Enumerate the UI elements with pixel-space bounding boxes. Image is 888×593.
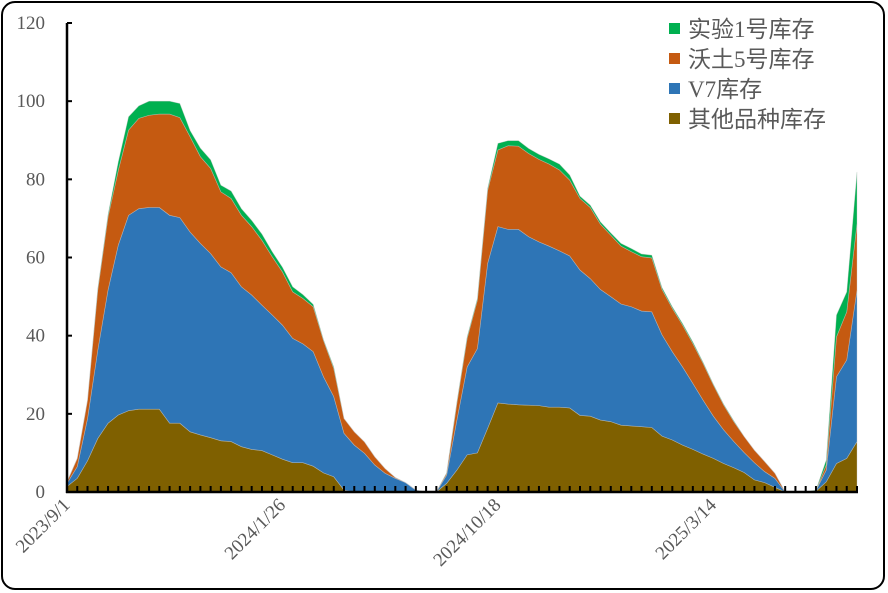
legend-label: 实验1号库存	[688, 17, 815, 42]
legend-swatch	[669, 53, 680, 64]
y-tick-label: 80	[26, 169, 45, 190]
legend-swatch	[669, 83, 680, 94]
x-tick-label: 2024/1/26	[221, 495, 290, 564]
area-series-3	[66, 100, 858, 493]
series-areas	[66, 100, 858, 493]
y-tick-label: 20	[26, 404, 45, 425]
axes	[65, 22, 858, 494]
y-tick-label: 60	[26, 248, 45, 269]
x-tick-label: 2025/3/14	[652, 494, 722, 564]
y-tick-label: 0	[36, 482, 46, 503]
y-tick-label: 40	[26, 326, 45, 347]
legend-label: 其他品种库存	[688, 107, 826, 132]
legend-label: 沃土5号库存	[688, 47, 815, 72]
y-tick-labels: 0 20 40 60 80 100 120	[17, 13, 46, 503]
legend-swatch	[669, 113, 680, 124]
y-tick-label: 120	[17, 13, 46, 34]
y-tick-label: 100	[17, 91, 46, 112]
x-tick-labels: 2023/9/1 2024/1/26 2024/10/18 2025/3/14	[12, 494, 721, 570]
legend-swatch	[669, 23, 680, 34]
legend-label: V7库存	[688, 77, 762, 102]
x-tick-label: 2024/10/18	[429, 495, 505, 571]
x-tick-label: 2023/9/1	[12, 495, 75, 558]
